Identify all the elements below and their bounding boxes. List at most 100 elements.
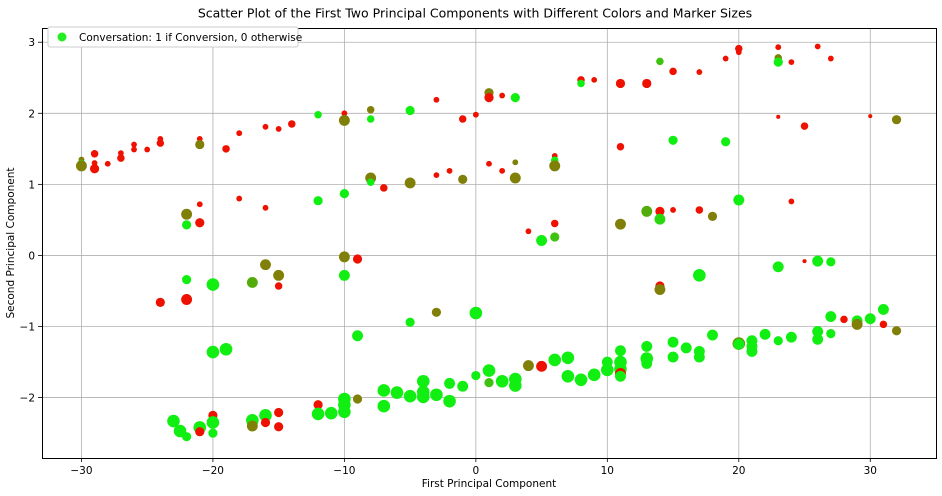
data-point [182,220,192,230]
data-point [667,336,679,348]
data-point [615,345,626,357]
data-point [615,218,626,230]
data-point [246,420,258,432]
data-point [433,172,440,179]
data-point [471,370,481,381]
data-point [472,111,479,118]
data-point [696,69,703,75]
data-point [259,409,272,422]
grid-lines [42,28,936,458]
data-point [405,105,415,116]
x-tick-label: −30 [70,465,92,477]
data-point [707,211,718,221]
data-point [601,363,614,377]
data-point [430,388,443,402]
data-point [206,345,220,359]
data-point [654,284,666,296]
data-point [274,422,284,432]
data-point [416,374,430,388]
data-point [206,278,220,291]
y-tick-label: −2 [20,393,35,405]
y-tick-label: 3 [28,37,35,49]
data-point [90,150,99,158]
data-point [655,206,665,216]
data-point [825,311,837,323]
data-point [195,218,205,228]
data-points [75,43,902,442]
data-point [274,407,284,418]
data-point [616,142,625,151]
data-point [195,427,205,437]
x-tick-label: 0 [473,465,480,477]
x-tick-label: 10 [601,465,614,477]
data-point [208,428,218,438]
data-point [131,141,137,148]
data-point [366,115,375,123]
data-point [550,232,560,242]
data-point [721,137,731,147]
data-point [262,204,269,211]
x-axis-label: First Principal Component [422,478,556,490]
data-point [773,336,783,346]
data-point [864,313,876,325]
data-point [196,201,203,208]
data-point [131,146,137,153]
y-axis-label: Second Principal Component [5,167,17,318]
data-point [591,76,598,83]
data-point [431,307,442,317]
data-point [641,205,653,217]
data-point [366,105,375,114]
data-point [352,330,363,342]
data-point [536,360,548,372]
legend-label: Conversation: 1 if Conversion, 0 otherwi… [79,32,302,44]
data-point [338,114,350,126]
data-point [826,257,836,267]
data-point [469,306,483,320]
data-point [499,92,506,99]
data-point [273,269,285,281]
chart-title: Scatter Plot of the First Two Principal … [198,6,752,21]
x-tick-label: 20 [732,465,745,477]
data-point [550,219,559,228]
data-point [891,115,902,125]
data-point [641,340,653,352]
data-point [458,115,467,123]
data-point [416,390,430,404]
data-point [444,377,456,389]
data-point [181,208,193,220]
data-point [366,178,375,186]
data-point [587,368,601,382]
data-point [654,213,666,225]
legend-box [47,26,299,48]
data-point [746,345,758,357]
y-axis-ticks: −2 −1 0 1 2 3 [20,37,42,405]
data-point [486,160,492,167]
data-point [641,358,653,369]
data-point [668,135,678,145]
y-tick-label: 0 [28,250,35,262]
data-point [222,145,230,153]
data-point [814,43,821,50]
legend-marker [57,32,67,42]
data-point [522,360,534,372]
data-point [167,414,180,428]
data-point [156,139,165,147]
data-point [759,328,771,340]
data-point [484,378,494,388]
data-point [802,259,807,264]
data-point [313,196,323,206]
data-point [390,386,404,399]
x-tick-label: 30 [864,465,877,477]
data-point [840,315,848,324]
data-point [669,67,677,76]
data-point [314,110,322,119]
data-point [788,198,795,205]
data-point [377,399,391,413]
data-point [182,275,192,285]
data-point [509,172,521,184]
data-point [155,297,165,307]
data-point [484,93,494,103]
data-point [891,326,902,336]
data-point [512,159,519,166]
